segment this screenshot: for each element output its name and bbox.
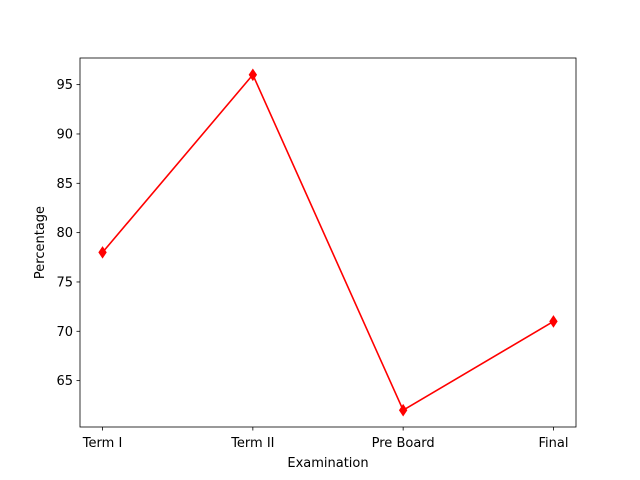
plot-frame	[79, 57, 577, 428]
data-point-marker	[98, 246, 107, 259]
y-axis-ticks: 65 70 75 80 85 90 95	[56, 78, 80, 389]
y-tick-label: 85	[56, 177, 73, 192]
series-line	[101, 73, 554, 412]
x-axis-ticks: Term I Term II Pre Board Final	[82, 427, 568, 451]
y-axis-label: Percentage	[33, 206, 48, 279]
y-tick-label: 80	[56, 226, 73, 241]
series-layer	[98, 68, 558, 417]
y-tick-label: 90	[56, 127, 73, 142]
x-tick-label: Pre Board	[372, 436, 435, 451]
x-tick-label: Term I	[82, 436, 122, 451]
data-point-marker	[248, 68, 258, 82]
x-tick-label: Final	[538, 436, 568, 451]
x-tick-label: Term II	[230, 436, 274, 451]
data-point-marker	[549, 315, 558, 328]
data-point-marker	[398, 403, 408, 417]
x-axis-label: Examination	[287, 456, 368, 471]
y-tick-label: 95	[56, 78, 73, 93]
y-tick-label: 70	[56, 325, 73, 340]
y-tick-label: 65	[56, 374, 73, 389]
y-tick-label: 75	[56, 275, 73, 290]
